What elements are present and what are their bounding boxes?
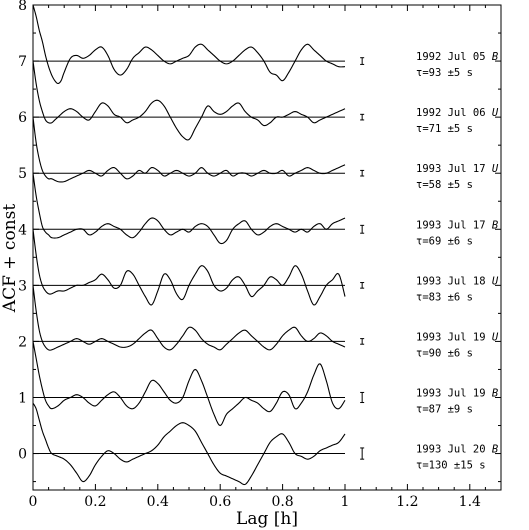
y-tick-label: 6 [18,110,27,126]
error-bar-4 [360,282,365,289]
acf-curve-6 [32,341,346,427]
acf-curve-0 [32,4,346,85]
x-tick-label: 0.4 [147,494,169,510]
x-tick-label: 1.2 [396,494,418,510]
series-date: 1992 Jul 06 [416,107,492,119]
y-tick-label: 0 [18,447,27,463]
series-date-label: 1993 Jul 20 B [416,444,498,456]
error-bar-1 [360,113,365,121]
y-tick-label: 1 [18,390,27,406]
y-tick-labels: 0 1 2 3 4 5 6 7 8 [18,0,27,463]
error-bar-7 [360,447,365,460]
acf-curve-5 [32,285,346,351]
y-tick-label: 7 [18,54,27,70]
series-band: U [492,275,499,287]
series-date-label: 1993 Jul 17 B [416,219,498,231]
series-band: B [492,219,498,231]
error-bar-0 [360,57,365,65]
series-band: U [492,107,499,119]
series-tau-label: τ=87 ±9 s [416,403,473,415]
series-tau-label: τ=83 ±6 s [416,291,473,303]
series-band: U [492,331,499,343]
x-tick-label: 1.4 [459,494,481,510]
series-date-label: 1993 Jul 19 U [416,331,499,343]
x-axis-title: Lag [h] [236,509,298,529]
y-tick-label: 2 [18,334,27,350]
x-tick-label: 0.8 [271,494,293,510]
series-band: B [492,51,498,63]
series-tau-label: τ=69 ±6 s [416,235,473,247]
series-tau-label: τ=90 ±6 s [416,347,473,359]
error-bar-6 [360,391,365,404]
series-date: 1993 Jul 19 [416,331,492,343]
series-tau-label: τ=93 ±5 s [416,67,473,79]
series-band: B [492,444,498,456]
series-date-label: 1993 Jul 19 B [416,387,498,399]
error-bar-5 [360,338,365,345]
series-tau-label: τ=130 ±15 s [416,460,486,472]
x-tick-label: 0.6 [209,494,231,510]
series-date: 1993 Jul 20 [416,444,492,456]
error-bar-2 [360,169,365,177]
y-tick-label: 4 [18,222,27,238]
y-axis-title: ACF + const [0,204,20,314]
x-tick-label: 0 [29,494,38,510]
x-tick-labels: 0 0.2 0.4 0.6 0.8 1 1.2 1.4 [29,494,481,510]
series-date-label: 1992 Jul 06 U [416,107,499,119]
series-date: 1992 Jul 05 [416,51,492,63]
acf-curve-1 [32,60,346,141]
series-date-label: 1992 Jul 05 B [416,51,498,63]
series-date-label: 1993 Jul 17 U [416,163,499,175]
series-band: B [492,387,498,399]
error-bars [360,57,365,460]
series-tau-label: τ=71 ±5 s [416,123,473,135]
acf-curve-3 [32,173,346,245]
baselines [33,60,345,455]
acf-curve-7 [32,402,346,486]
axis-ticks [32,4,501,490]
error-bar-3 [360,224,365,234]
y-tick-label: 8 [18,0,27,14]
y-tick-label: 3 [18,278,27,294]
series-date: 1993 Jul 17 [416,163,492,175]
y-tick-label: 5 [18,166,27,182]
series-tau-label: τ=58 ±5 s [416,179,473,191]
series-date-label: 1993 Jul 18 U [416,275,499,287]
series-date: 1993 Jul 19 [416,387,492,399]
acf-curve-4 [32,229,346,306]
x-tick-label: 1 [341,494,350,510]
acf-curve-2 [32,117,346,183]
series-band: U [492,163,499,175]
x-tick-label: 0.2 [84,494,106,510]
series-date: 1993 Jul 18 [416,275,492,287]
series-curves [32,4,346,486]
series-date: 1993 Jul 17 [416,219,492,231]
